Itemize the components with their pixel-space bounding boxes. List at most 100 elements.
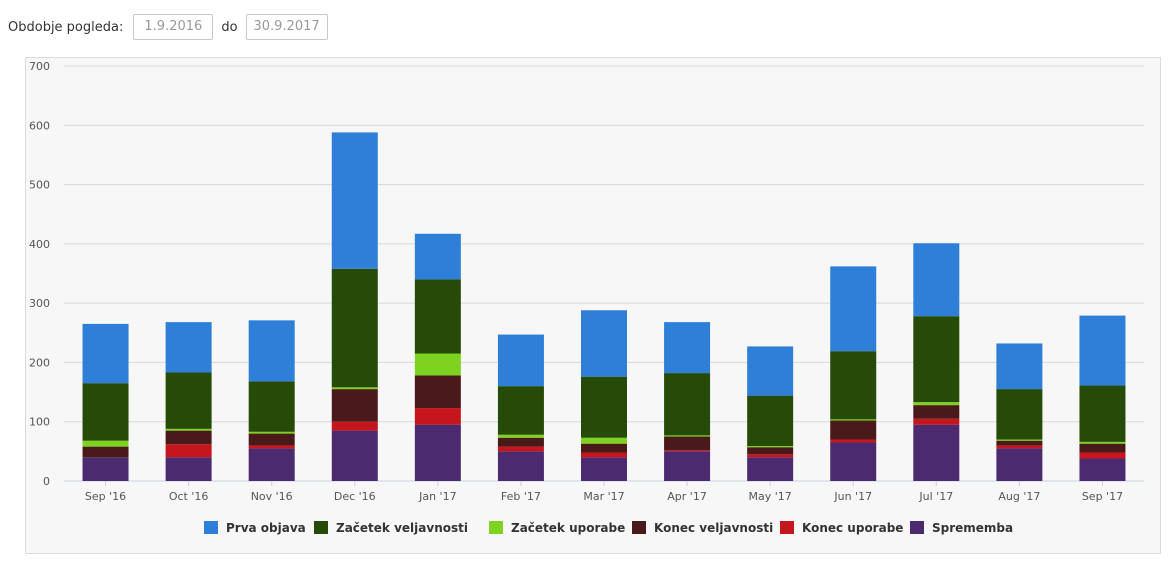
bar-segment[interactable] xyxy=(165,428,212,431)
bar-segment[interactable] xyxy=(913,243,960,317)
bar-segment[interactable] xyxy=(82,323,129,384)
bar-segment[interactable] xyxy=(331,268,378,388)
x-tick-label: Oct '16 xyxy=(169,490,209,503)
bar-segment[interactable] xyxy=(664,435,711,437)
bar-segment[interactable] xyxy=(82,446,129,458)
bar-segment[interactable] xyxy=(913,418,960,425)
bar-segment[interactable] xyxy=(996,439,1043,441)
bar-segment[interactable] xyxy=(414,353,461,376)
bar-segment[interactable] xyxy=(331,421,378,431)
bar-segment[interactable] xyxy=(1079,452,1126,459)
bar-segment[interactable] xyxy=(414,279,461,354)
x-tick-label: Sep '16 xyxy=(85,490,126,503)
bar-segment[interactable] xyxy=(913,402,960,406)
bar-segment[interactable] xyxy=(664,322,711,374)
bar-segment[interactable] xyxy=(581,376,627,438)
legend-swatch[interactable] xyxy=(314,521,328,534)
bar-segment[interactable] xyxy=(497,386,544,435)
legend-item-label[interactable]: Začetek veljavnosti xyxy=(336,521,468,535)
bar-segment[interactable] xyxy=(497,451,544,481)
bar-segment[interactable] xyxy=(1079,315,1126,386)
y-tick-label: 400 xyxy=(29,238,50,251)
bar-segment[interactable] xyxy=(830,442,877,481)
bar-segment[interactable] xyxy=(414,375,461,409)
bar-segment[interactable] xyxy=(664,451,711,481)
bar-segment[interactable] xyxy=(664,436,711,451)
bar-segment[interactable] xyxy=(165,322,212,373)
bar-segment[interactable] xyxy=(581,437,627,444)
legend-swatch[interactable] xyxy=(489,521,503,534)
bar-segment[interactable] xyxy=(830,266,877,352)
bar-segment[interactable] xyxy=(581,310,627,377)
bar-segment[interactable] xyxy=(497,434,544,438)
bar-segment[interactable] xyxy=(1079,385,1126,442)
bar-segment[interactable] xyxy=(414,233,461,280)
bar-segment[interactable] xyxy=(747,346,794,396)
bar-segment[interactable] xyxy=(165,457,212,481)
bar-segment[interactable] xyxy=(830,439,877,443)
bar-segment[interactable] xyxy=(331,430,378,481)
bar-segment[interactable] xyxy=(165,430,212,445)
legend-item-label[interactable]: Sprememba xyxy=(932,521,1013,535)
bar-segment[interactable] xyxy=(248,320,295,382)
bar-segment[interactable] xyxy=(1079,441,1126,444)
x-tick-label: Aug '17 xyxy=(998,490,1040,503)
bar-segment[interactable] xyxy=(1079,443,1126,453)
date-to-input[interactable] xyxy=(245,14,328,40)
x-tick-label: Nov '16 xyxy=(251,490,293,503)
bar-segment[interactable] xyxy=(82,440,129,447)
bar-segment[interactable] xyxy=(248,445,295,449)
legend-item-label[interactable]: Konec uporabe xyxy=(802,521,903,535)
bar-segment[interactable] xyxy=(830,419,877,421)
bar-segment[interactable] xyxy=(664,373,711,436)
bar-segment[interactable] xyxy=(331,132,378,269)
bar-segment[interactable] xyxy=(248,433,295,446)
bar-segment[interactable] xyxy=(581,457,627,481)
legend-swatch[interactable] xyxy=(910,521,924,534)
bar-segment[interactable] xyxy=(664,450,711,452)
bar-segment[interactable] xyxy=(165,372,212,429)
bar-segment[interactable] xyxy=(331,387,378,390)
bar-segment[interactable] xyxy=(497,334,544,387)
bar-segment[interactable] xyxy=(913,424,960,481)
bar-segment[interactable] xyxy=(581,443,627,453)
bar-segment[interactable] xyxy=(830,351,877,420)
date-range-label: Obdobje pogleda: xyxy=(8,19,124,35)
bar-segment[interactable] xyxy=(747,454,794,458)
bar-segment[interactable] xyxy=(82,457,129,481)
bar-segment[interactable] xyxy=(331,389,378,422)
bar-segment[interactable] xyxy=(996,343,1043,390)
bar-segment[interactable] xyxy=(747,395,794,447)
bar-segment[interactable] xyxy=(581,452,627,458)
legend-swatch[interactable] xyxy=(632,521,646,534)
bar-segment[interactable] xyxy=(830,420,877,440)
bar-segment[interactable] xyxy=(82,383,129,441)
bar-segment[interactable] xyxy=(747,447,794,455)
y-tick-label: 300 xyxy=(29,297,50,310)
x-tick-label: Mar '17 xyxy=(583,490,624,503)
bar-segment[interactable] xyxy=(913,316,960,403)
bar-segment[interactable] xyxy=(414,424,461,481)
legend-item-label[interactable]: Prva objava xyxy=(226,521,306,535)
bar-segment[interactable] xyxy=(913,405,960,419)
legend-item-label[interactable]: Konec veljavnosti xyxy=(654,521,773,535)
legend-swatch[interactable] xyxy=(204,521,218,534)
bar-segment[interactable] xyxy=(248,448,295,481)
bar-segment[interactable] xyxy=(248,431,295,434)
bar-segment[interactable] xyxy=(747,457,794,481)
bar-segment[interactable] xyxy=(996,440,1043,446)
bar-segment[interactable] xyxy=(996,445,1043,449)
bar-segment[interactable] xyxy=(165,444,212,458)
bar-segment[interactable] xyxy=(414,408,461,425)
bar-segment[interactable] xyxy=(996,389,1043,440)
legend-swatch[interactable] xyxy=(780,521,794,534)
bar-segment[interactable] xyxy=(747,446,794,448)
x-tick-label: Jul '17 xyxy=(918,490,953,503)
bar-segment[interactable] xyxy=(1079,458,1126,481)
bar-segment[interactable] xyxy=(248,381,295,432)
legend-item-label[interactable]: Začetek uporabe xyxy=(511,521,625,535)
bar-segment[interactable] xyxy=(996,448,1043,481)
date-from-input[interactable] xyxy=(133,14,214,40)
bar-segment[interactable] xyxy=(497,437,544,447)
bar-segment[interactable] xyxy=(497,446,544,452)
